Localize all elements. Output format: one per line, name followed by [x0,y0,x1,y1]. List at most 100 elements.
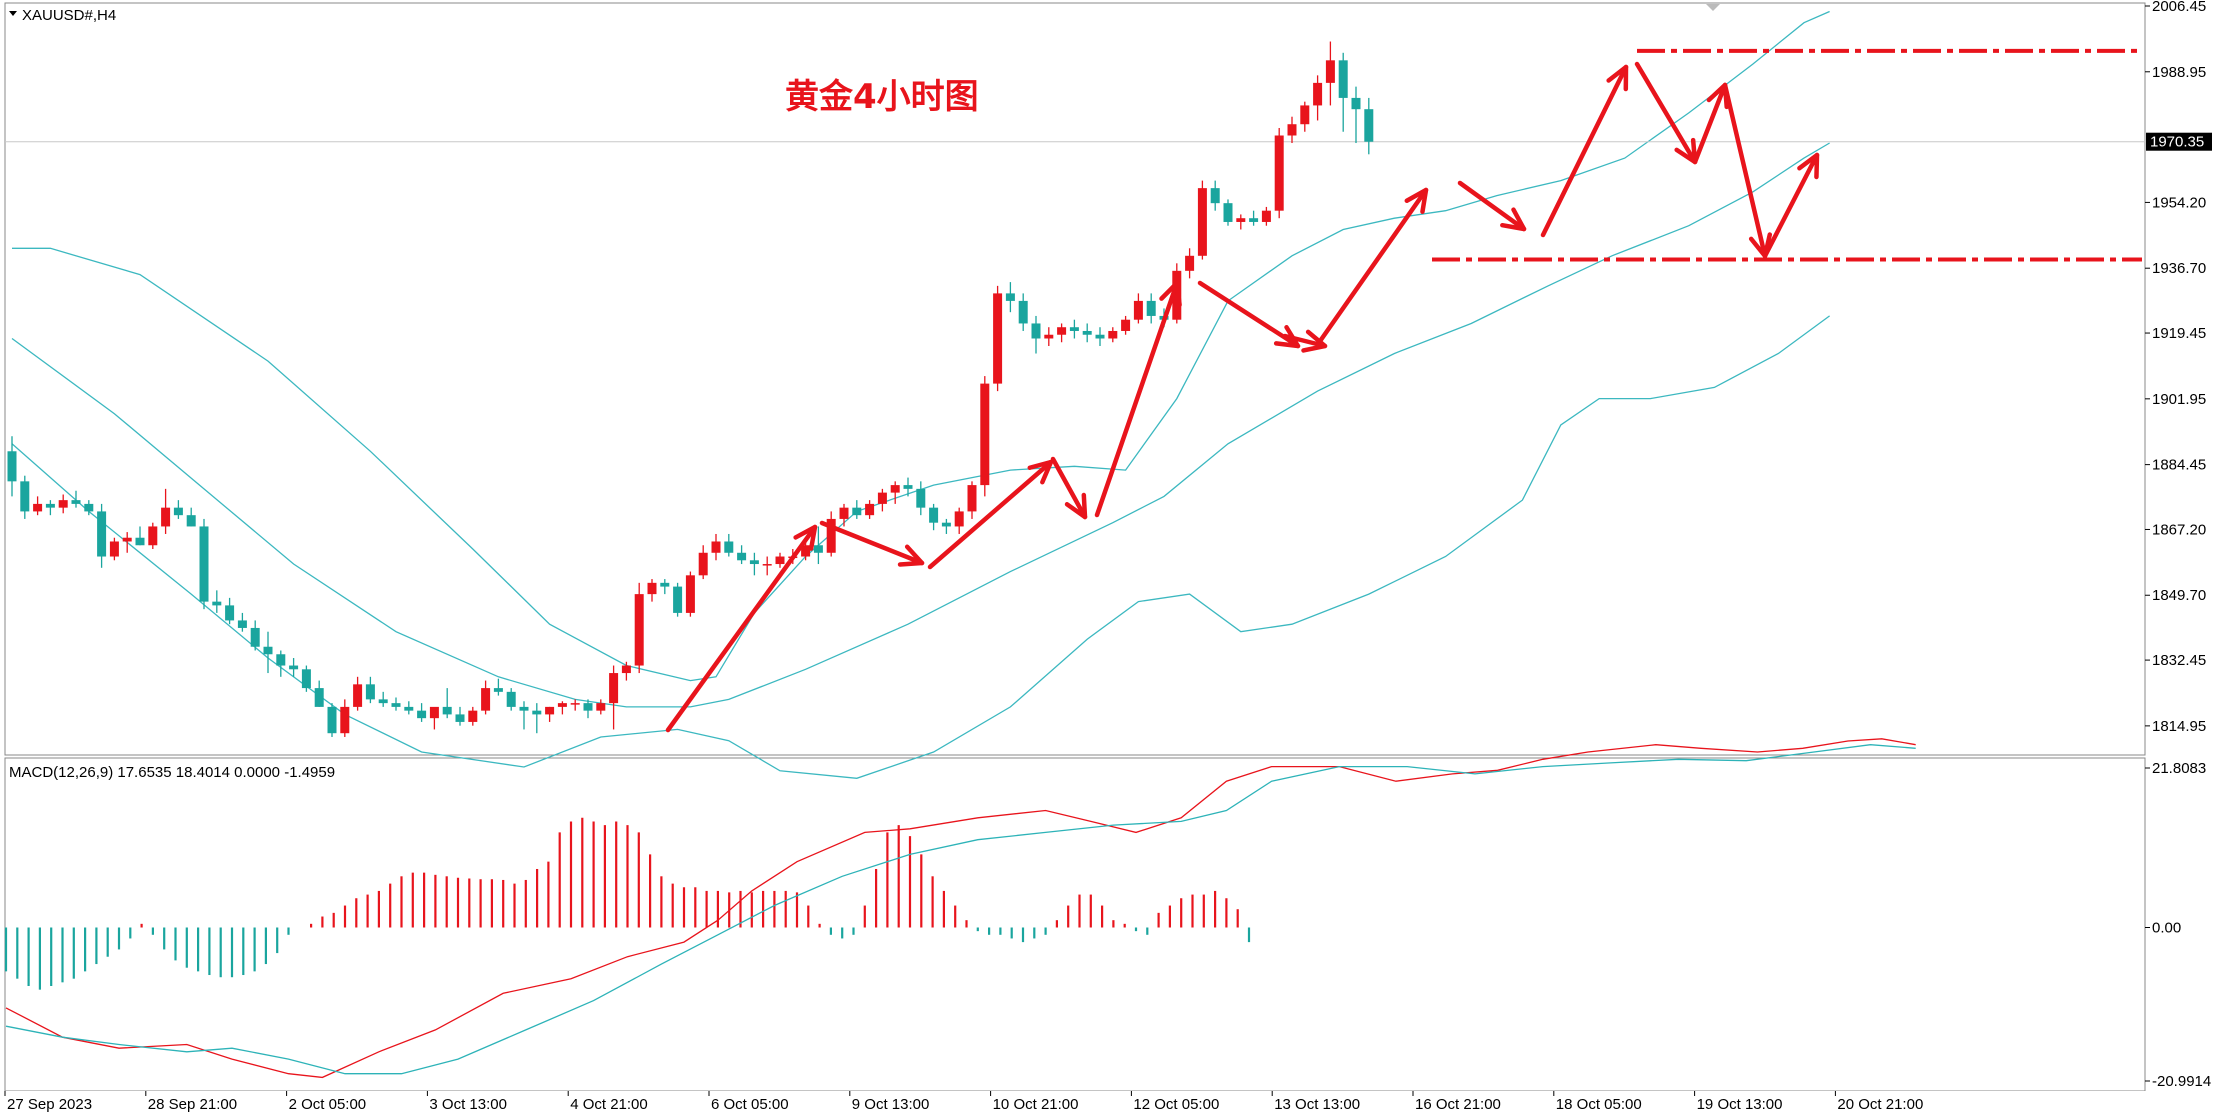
candle-body [557,703,567,707]
candle-body [1325,60,1335,83]
candle-body [429,706,439,719]
candle-body [199,526,209,602]
current-price-badge [2146,132,2212,151]
candle-body [775,556,785,565]
candle-body [801,545,811,557]
candle-body [173,507,183,516]
candle-body [647,582,657,595]
candle-body [1057,327,1067,335]
candle-body [58,500,68,508]
trend-arrow-head [1301,329,1328,353]
candle-body [237,620,247,628]
time-tick-label: 4 Oct 21:00 [570,1096,648,1113]
candle-body [698,552,708,576]
candle-body [7,451,17,482]
time-tick-label: 12 Oct 05:00 [1133,1096,1219,1113]
trend-arrow-head [1797,152,1820,180]
candle-body [1287,124,1297,136]
price-tick-label: 1867.20 [2152,521,2206,538]
price-tick-label: 1884.45 [2152,457,2206,474]
candle-body [97,511,107,557]
time-tick-label: 28 Sep 21:00 [148,1096,237,1113]
candle-body [212,601,222,606]
candle-body [826,518,836,553]
candle-body [762,564,772,566]
candle-body [660,582,670,587]
trend-arrow-head [793,524,818,551]
price-tick-label: 1988.95 [2152,64,2206,81]
price-tick-label: 2006.45 [2152,0,2206,15]
time-axis: 27 Sep 2023 28 Sep 21:00 2 Oct 05:00 3 Oct … [4,1091,1923,1113]
trend-arrow-shaft [1457,180,1527,232]
candle-body [1210,188,1220,204]
time-tick-label: 2 Oct 05:00 [289,1096,367,1113]
candle-body [1197,188,1207,256]
trend-arrow-shaft [1722,82,1768,259]
trend-arrow-shaft [1094,280,1180,518]
candle-body [378,699,388,704]
trend-arrow-shaft [1540,64,1629,238]
candle-body [353,684,363,707]
candle-body [865,503,875,516]
candle-body [33,503,43,512]
main-panel-frame [4,2,2146,756]
candle-body [1018,300,1028,324]
trend-arrows [665,61,1820,733]
candle-body [340,706,350,734]
candle-body [186,515,196,527]
trend-arrow-head [1064,492,1088,520]
macd-signal-line [5,744,1916,1075]
candle-body [1121,319,1131,331]
candle-body [1313,82,1323,106]
candle-body [967,485,977,512]
middle-band-line [11,142,1830,708]
candle-body [711,541,721,553]
trend-arrow-shaft [1197,280,1301,349]
candle-body [1236,218,1246,222]
current-price-label: 1970.35 [2150,134,2204,151]
trend-arrow-shaft [1692,82,1728,165]
price-axis: 2006.45 1988.95 1954.20 1936.70 1919.45 1901.… [2145,0,2212,735]
macd-tick-label: 21.8083 [2152,760,2206,777]
trend-arrow-head [1606,64,1629,92]
candle-body [1300,105,1310,125]
lower-band-line [11,315,1830,779]
candle-body [532,710,542,715]
time-axis-frame [0,1091,2218,1119]
candle-body [122,537,132,542]
candle-body [1223,203,1233,222]
candle-body [161,507,171,527]
trend-arrow-shaft [1050,456,1088,520]
candle-body [417,710,427,719]
candle-body [148,526,158,546]
trend-arrow-head [897,544,925,567]
candle-body [1069,327,1079,331]
price-tick-label: 1832.45 [2152,652,2206,669]
trend-arrow-shaft [1315,187,1429,347]
support-resistance-lines [1432,48,2142,262]
trend-arrow-head [1027,459,1054,485]
candle-body [877,492,887,504]
candle-body [583,703,593,711]
candle-body [225,605,235,621]
candle-body [1108,330,1118,339]
candle-body [1095,334,1105,339]
dropdown-triangle-icon[interactable] [9,11,17,16]
candle-body [84,503,94,512]
trend-arrow-shaft [819,520,925,566]
time-tick-label: 27 Sep 2023 [7,1096,92,1113]
candle-body [737,552,747,561]
trend-arrow-head [1500,207,1527,232]
candle-body [506,691,516,707]
price-tick-label: 1814.95 [2152,718,2206,735]
trend-arrow-head [1159,280,1182,308]
price-tick-label: 1849.70 [2152,587,2206,604]
time-tick-label: 20 Oct 21:00 [1837,1096,1923,1113]
candle-body [839,507,849,519]
price-tick-label: 1901.95 [2152,391,2206,408]
candle-body [609,673,619,704]
candle-body [570,703,580,705]
candle-body [109,541,119,557]
time-tick-label: 9 Oct 13:00 [852,1096,930,1113]
